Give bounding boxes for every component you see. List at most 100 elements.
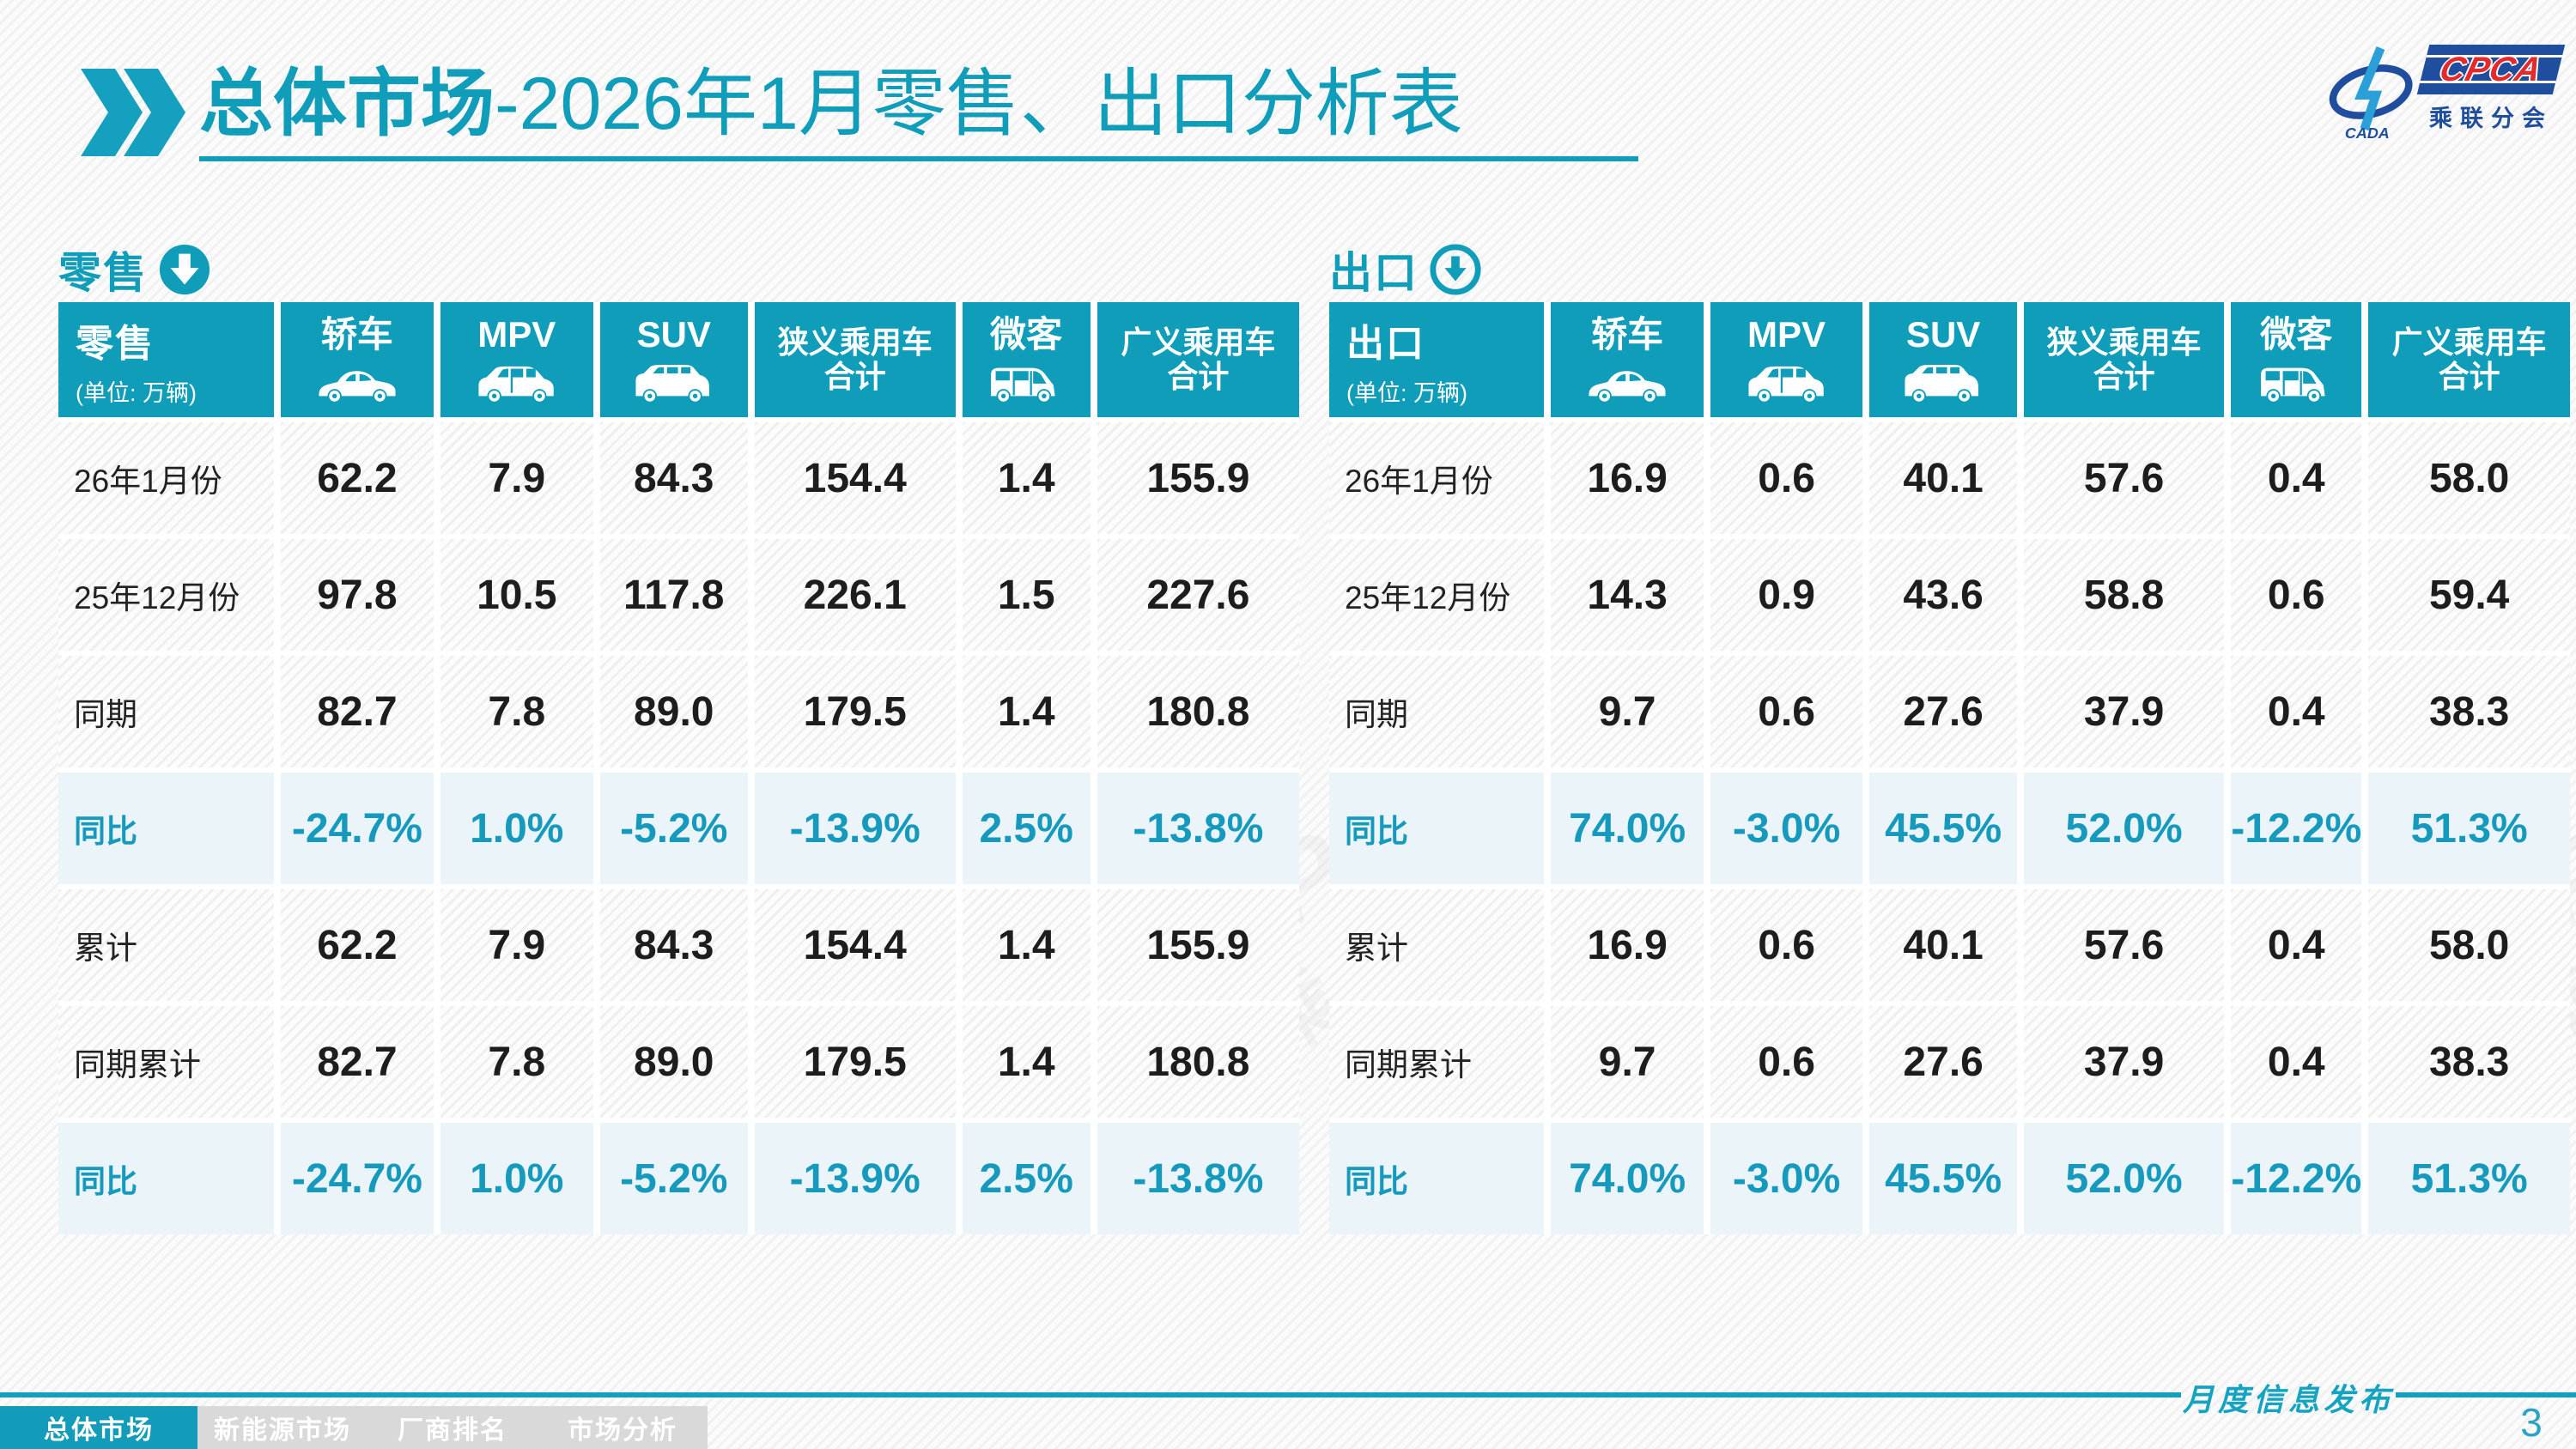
page-title-main: 总体市场 <box>199 63 495 145</box>
data-cell: 179.5 <box>754 656 956 767</box>
data-cell: 16.9 <box>1551 889 1704 1001</box>
data-cell: 59.4 <box>2368 539 2570 651</box>
data-cell: 155.9 <box>1097 422 1299 534</box>
data-cell: 9.7 <box>1551 656 1704 767</box>
data-cell: 179.5 <box>754 1006 956 1118</box>
data-cell: 1.4 <box>962 1006 1091 1118</box>
row-label: 同期累计 <box>58 1006 274 1118</box>
tab-1[interactable]: 新能源市场 <box>197 1406 368 1449</box>
row-label: 25年12月份 <box>1329 539 1545 651</box>
data-cell: 0.6 <box>1710 656 1863 767</box>
data-cell: 180.8 <box>1097 1006 1299 1118</box>
circle-down-arrow-ring-icon <box>1430 244 1481 295</box>
data-cell: 58.0 <box>2368 422 2570 534</box>
table-corner-cell: 出口 (单位: 万辆) <box>1329 302 1545 417</box>
column-header-narrow-total: 狭义乘用车 合计 <box>2023 302 2225 417</box>
data-cell: 7.8 <box>440 1006 593 1118</box>
table-corner-title: 零售 <box>76 322 155 365</box>
data-cell: 58.8 <box>2023 539 2225 651</box>
row-label: 同期 <box>1329 656 1545 767</box>
data-cell: 57.6 <box>2023 422 2225 534</box>
data-cell: -13.9% <box>754 773 956 884</box>
column-header-label: 轿车 <box>1591 313 1664 355</box>
page-title: 总体市场-2026年1月零售、出口分析表 <box>199 60 1463 149</box>
page-title-rest: -2026年1月零售、出口分析表 <box>495 63 1463 145</box>
data-cell: 38.3 <box>2368 1006 2570 1118</box>
export-section-label: 出口 <box>1329 239 1482 300</box>
data-cell: -5.2% <box>599 1123 748 1234</box>
column-header-label: SUV <box>1905 313 1981 355</box>
data-cell: 51.3% <box>2368 1123 2570 1234</box>
column-header-label: SUV <box>636 313 711 355</box>
data-cell: 16.9 <box>1551 422 1704 534</box>
column-header-label: 广义乘用车 合计 <box>1121 324 1276 394</box>
data-cell: 10.5 <box>440 539 593 651</box>
data-cell: -13.8% <box>1097 773 1299 884</box>
data-cell: 154.4 <box>754 422 956 534</box>
data-cell: 1.0% <box>440 1123 593 1234</box>
data-cell: 52.0% <box>2023 1123 2225 1234</box>
row-label: 同比 <box>1329 773 1545 884</box>
table-corner-title: 出口 <box>1346 322 1425 365</box>
mpv-icon <box>474 360 560 404</box>
data-cell: 89.0 <box>599 656 748 767</box>
retail-section-title: 零售 <box>58 249 148 297</box>
data-cell: 62.2 <box>281 422 434 534</box>
data-cell: 43.6 <box>1869 539 2017 651</box>
suv-icon <box>631 360 717 404</box>
data-cell: 40.1 <box>1869 889 2017 1001</box>
column-header-sedan: 轿车 <box>1551 302 1704 417</box>
data-cell: 51.3% <box>2368 773 2570 884</box>
data-cell: 89.0 <box>599 1006 748 1118</box>
column-header-mpv: MPV <box>1710 302 1863 417</box>
row-label: 25年12月份 <box>58 539 274 651</box>
row-label: 累计 <box>1329 889 1545 1001</box>
data-cell: 45.5% <box>1869 773 2017 884</box>
mpv-icon <box>1744 360 1830 404</box>
column-header-microvan: 微客 <box>2231 302 2362 417</box>
row-label: 同比 <box>1329 1123 1545 1234</box>
tab-0-active[interactable]: 总体市场 <box>0 1406 197 1449</box>
data-cell: 27.6 <box>1869 656 2017 767</box>
column-header-suv: SUV <box>1869 302 2017 417</box>
column-header-microvan: 微客 <box>962 302 1091 417</box>
column-header-broad-total: 广义乘用车 合计 <box>2368 302 2570 417</box>
tab-2[interactable]: 厂商排名 <box>368 1406 538 1449</box>
data-cell: 82.7 <box>281 1006 434 1118</box>
data-cell: 0.9 <box>1710 539 1863 651</box>
data-cell: 1.4 <box>962 656 1091 767</box>
data-cell: 180.8 <box>1097 656 1299 767</box>
data-cell: 57.6 <box>2023 889 2225 1001</box>
data-cell: 9.7 <box>1551 1006 1704 1118</box>
monthly-release-label: 月度信息发布 <box>2182 1383 2394 1417</box>
data-cell: 1.0% <box>440 773 593 884</box>
row-label: 26年1月份 <box>1329 422 1545 534</box>
data-cell: -12.2% <box>2231 1123 2362 1234</box>
data-cell: -3.0% <box>1710 1123 1863 1234</box>
page-number: 3 <box>2520 1400 2543 1445</box>
cpca-chinese-name: 乘联分会 <box>2429 106 2553 131</box>
cpca-abbr: CPCA <box>2435 50 2547 88</box>
table-corner-cell: 零售 (单位: 万辆) <box>58 302 274 417</box>
row-label: 累计 <box>58 889 274 1001</box>
data-cell: 7.9 <box>440 422 593 534</box>
data-cell: 1.4 <box>962 889 1091 1001</box>
export-section-title: 出口 <box>1329 249 1419 297</box>
microvan-icon <box>2253 360 2339 404</box>
row-label: 同比 <box>58 773 274 884</box>
data-cell: -13.8% <box>1097 1123 1299 1234</box>
data-cell: 2.5% <box>962 1123 1091 1234</box>
sedan-icon <box>314 360 400 404</box>
data-cell: -5.2% <box>599 773 748 884</box>
data-cell: 74.0% <box>1551 773 1704 884</box>
column-header-label: MPV <box>477 313 556 355</box>
tab-3[interactable]: 市场分析 <box>538 1406 708 1449</box>
data-cell: 62.2 <box>281 889 434 1001</box>
data-cell: -13.9% <box>754 1123 956 1234</box>
data-cell: 0.4 <box>2231 889 2362 1001</box>
data-cell: 38.3 <box>2368 656 2570 767</box>
data-cell: 52.0% <box>2023 773 2225 884</box>
data-cell: 7.8 <box>440 656 593 767</box>
column-header-sedan: 轿车 <box>281 302 434 417</box>
data-cell: 84.3 <box>599 422 748 534</box>
